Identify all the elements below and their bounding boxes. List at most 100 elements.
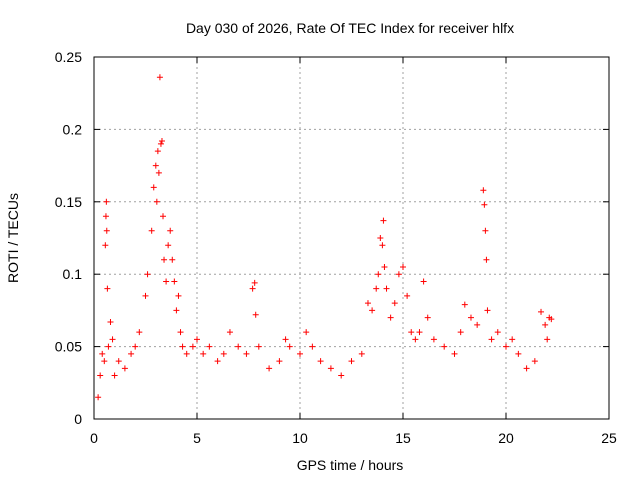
- data-point: [255, 343, 262, 350]
- y-tick-label: 0: [74, 411, 82, 427]
- data-point: [531, 358, 538, 365]
- x-tick-label: 25: [601, 430, 617, 446]
- data-points: [95, 74, 555, 401]
- data-point: [420, 278, 427, 285]
- data-point: [150, 184, 157, 191]
- data-point: [379, 242, 386, 249]
- data-point: [461, 301, 468, 308]
- data-point: [167, 227, 174, 234]
- data-point: [303, 329, 310, 336]
- data-point: [488, 336, 495, 343]
- x-tick-label: 5: [193, 430, 201, 446]
- data-point: [481, 201, 488, 208]
- data-point: [200, 350, 207, 357]
- data-point: [509, 336, 516, 343]
- data-point: [484, 307, 491, 314]
- chart-title: Day 030 of 2026, Rate Of TEC Index for r…: [186, 20, 514, 36]
- data-point: [154, 148, 161, 155]
- data-point: [251, 279, 258, 286]
- data-point: [381, 263, 388, 270]
- data-point: [515, 350, 522, 357]
- data-point: [155, 169, 162, 176]
- data-point: [179, 343, 186, 350]
- data-point: [165, 242, 172, 249]
- data-point: [482, 227, 489, 234]
- x-tick-label: 0: [90, 430, 98, 446]
- data-point: [380, 217, 387, 224]
- data-point: [276, 358, 283, 365]
- data-point: [542, 321, 549, 328]
- data-point: [523, 365, 530, 372]
- data-point: [404, 292, 411, 299]
- data-point: [128, 350, 135, 357]
- data-point: [183, 350, 190, 357]
- data-point: [317, 358, 324, 365]
- data-point: [156, 74, 163, 81]
- data-point: [95, 394, 102, 401]
- data-point: [338, 372, 345, 379]
- data-point: [214, 358, 221, 365]
- data-point: [158, 137, 165, 144]
- data-point: [474, 321, 481, 328]
- data-point: [408, 329, 415, 336]
- data-point: [544, 336, 551, 343]
- data-point: [220, 350, 227, 357]
- data-point: [424, 314, 431, 321]
- data-point: [142, 292, 149, 299]
- data-point: [206, 343, 213, 350]
- y-tick-label: 0.15: [55, 194, 82, 210]
- y-tick-label: 0.1: [63, 266, 83, 282]
- data-point: [387, 314, 394, 321]
- data-point: [109, 336, 116, 343]
- data-point: [282, 336, 289, 343]
- x-tick-labels: 0 5 10 15 20 25: [90, 430, 617, 446]
- data-point: [194, 336, 200, 343]
- data-point: [480, 187, 487, 194]
- data-point: [189, 343, 196, 350]
- data-point: [430, 336, 437, 343]
- data-point: [163, 278, 170, 285]
- data-point: [144, 271, 151, 278]
- data-point: [226, 329, 233, 336]
- data-point: [97, 372, 104, 379]
- data-point: [105, 343, 112, 350]
- data-point: [416, 329, 423, 336]
- data-point: [243, 350, 250, 357]
- data-point: [104, 285, 111, 292]
- data-point: [375, 271, 382, 278]
- data-point: [103, 227, 110, 234]
- data-point: [102, 213, 109, 220]
- data-point: [364, 300, 371, 307]
- data-point: [111, 372, 118, 379]
- data-point: [441, 343, 448, 350]
- data-point: [457, 329, 464, 336]
- x-tick-label: 10: [292, 430, 308, 446]
- data-point: [467, 314, 474, 321]
- data-point: [161, 256, 168, 263]
- data-point: [173, 307, 180, 314]
- data-point: [102, 242, 109, 249]
- data-point: [503, 343, 509, 350]
- data-point: [451, 350, 458, 357]
- data-point: [152, 162, 159, 169]
- x-axis-label: GPS time / hours: [297, 457, 404, 473]
- data-point: [136, 329, 143, 336]
- data-point: [266, 365, 273, 372]
- data-point: [373, 285, 380, 292]
- y-tick-label: 0.25: [55, 49, 82, 65]
- data-point: [103, 198, 110, 205]
- data-point: [153, 198, 160, 205]
- data-point: [177, 329, 184, 336]
- data-point: [101, 358, 108, 365]
- x-tick-label: 15: [395, 430, 411, 446]
- data-point: [391, 300, 398, 307]
- data-point: [483, 256, 490, 263]
- data-point: [157, 140, 164, 147]
- data-point: [395, 271, 402, 278]
- data-point: [249, 285, 256, 292]
- data-point: [348, 358, 355, 365]
- data-point: [286, 343, 293, 350]
- data-point: [377, 235, 384, 241]
- y-tick-label: 0.05: [55, 339, 82, 355]
- data-point: [132, 343, 139, 350]
